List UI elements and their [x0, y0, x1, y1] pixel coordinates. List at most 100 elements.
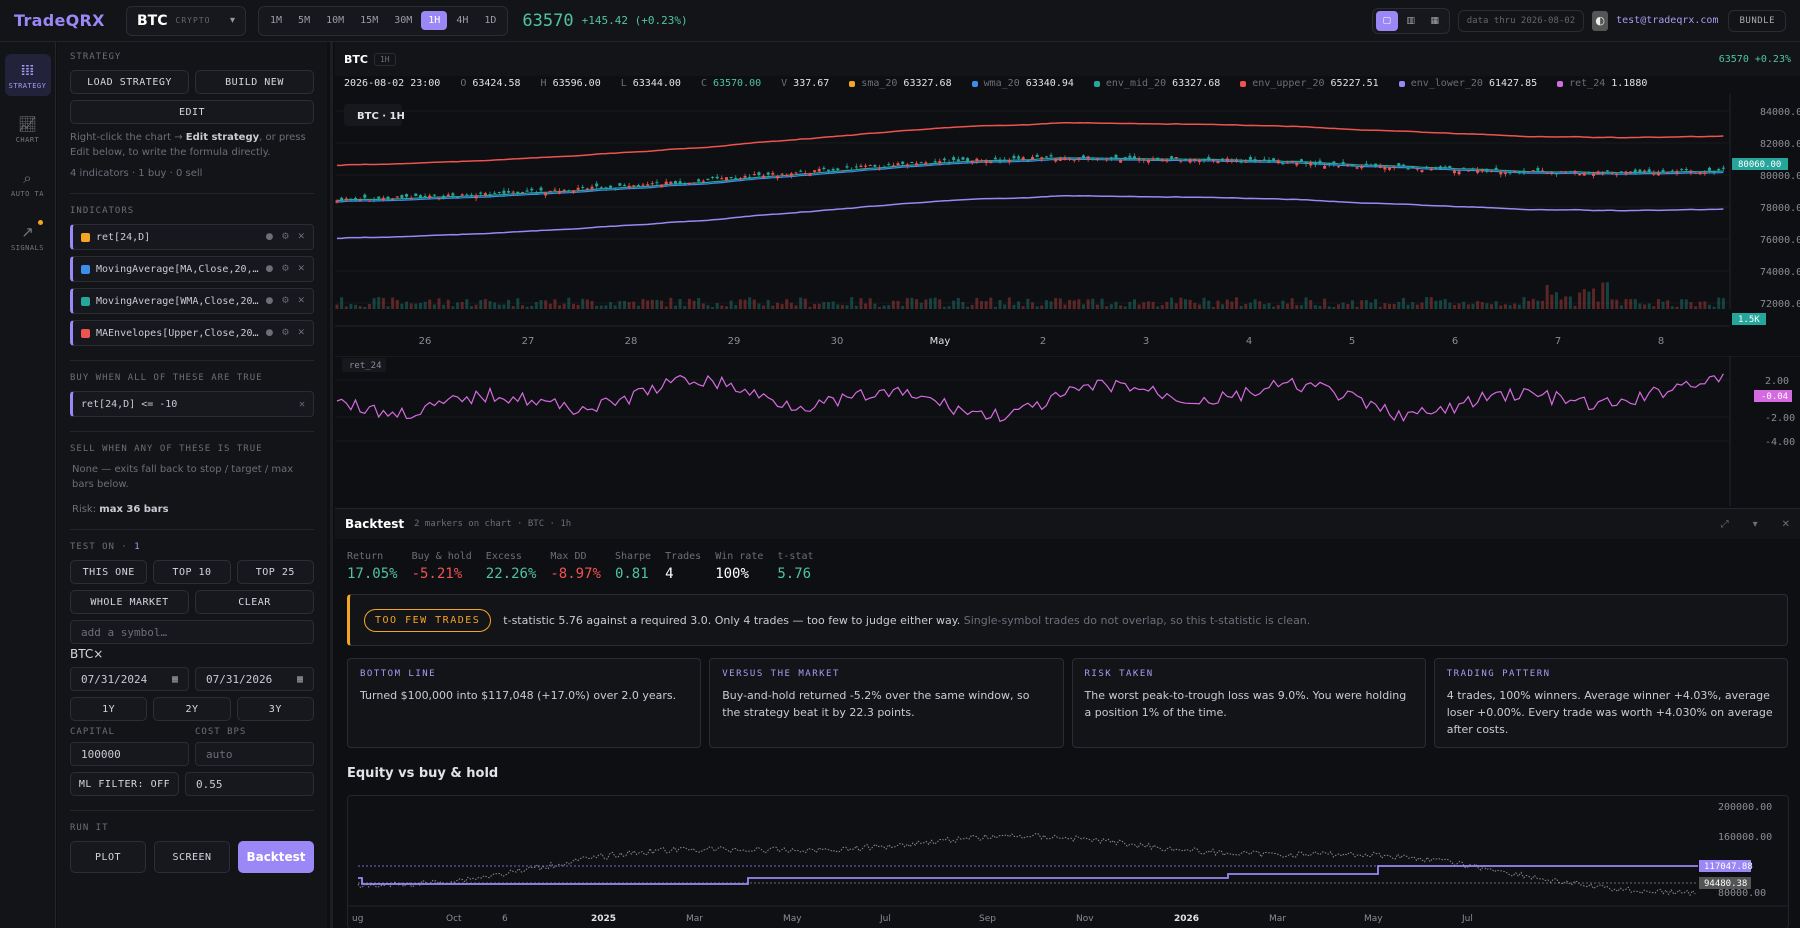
rail-label: CHART: [15, 135, 40, 144]
calendar-icon[interactable]: ▦: [296, 673, 303, 685]
volume-bar: [989, 297, 993, 309]
calendar-icon[interactable]: ▦: [171, 673, 178, 685]
clear-button[interactable]: CLEAR: [195, 590, 314, 614]
load-strategy-button[interactable]: LOAD STRATEGY: [70, 70, 189, 94]
user-email[interactable]: test@tradeqrx.com: [1616, 15, 1719, 26]
indicator-item[interactable]: MAEnvelopes[Upper,Close,20,… ● ⚙ ✕: [70, 320, 314, 346]
visibility-icon[interactable]: ●: [265, 232, 274, 242]
indicator-item[interactable]: ret[24,D] ● ⚙ ✕: [70, 224, 314, 250]
rail-item-chart[interactable]: 📈︎ CHART: [5, 108, 51, 150]
visibility-icon[interactable]: ●: [265, 296, 274, 306]
close-icon[interactable]: ✕: [1781, 518, 1790, 530]
rail-label: STRATEGY: [8, 81, 47, 90]
range-3y-button[interactable]: 3Y: [236, 697, 314, 721]
volume-bar: [609, 302, 613, 309]
indicator-swatch: [81, 296, 90, 306]
volume-bar: [585, 299, 589, 309]
theme-toggle-icon[interactable]: ◐: [1592, 10, 1609, 31]
build-new-button[interactable]: BUILD NEW: [195, 70, 314, 94]
ml-threshold-input[interactable]: 0.55: [185, 772, 314, 796]
candle-body: [530, 188, 534, 191]
symbol-selector[interactable]: BTC CRYPTO ▾: [126, 5, 246, 36]
candle-body: [998, 159, 1002, 162]
app-logo[interactable]: TradeQRX: [14, 11, 105, 30]
timeframe-5m[interactable]: 5M: [298, 15, 311, 26]
indicator-item[interactable]: MovingAverage[WMA,Close,20,… ● ⚙ ✕: [70, 288, 314, 314]
settings-icon[interactable]: ⚙: [281, 264, 290, 274]
candle-body: [1063, 157, 1067, 161]
expand-icon[interactable]: ⤢: [1720, 518, 1729, 530]
capital-input[interactable]: 100000: [70, 742, 189, 766]
equity-chart[interactable]: 200000.00 160000.00 80000.00 117047.88 94480…: [347, 795, 1789, 928]
volume-bar: [664, 306, 668, 309]
volume-bar: [952, 300, 956, 309]
whole-market-button[interactable]: WHOLE MARKET: [70, 590, 189, 614]
indicator-item[interactable]: MovingAverage[MA,Close,20,0… ● ⚙ ✕: [70, 256, 314, 282]
rail-item-auto-ta[interactable]: ⌕ AUTO TA: [5, 162, 51, 204]
bundle-button[interactable]: BUNDLE: [1728, 9, 1786, 32]
layout-split-icon[interactable]: ▥: [1406, 15, 1415, 26]
candle-body: [826, 169, 830, 171]
universe-top-25-button[interactable]: TOP 25: [236, 560, 314, 584]
close-icon[interactable]: ✕: [298, 398, 305, 410]
timeframe-1m[interactable]: 1M: [270, 15, 283, 26]
edit-button[interactable]: EDIT: [70, 100, 314, 124]
candle-body: [1026, 159, 1030, 161]
volume-bar: [1091, 298, 1095, 309]
ml-filter-toggle[interactable]: ML FILTER: OFF: [70, 772, 179, 796]
universe-top-10-button[interactable]: TOP 10: [153, 560, 231, 584]
candle-body: [1137, 158, 1141, 161]
volume-bar: [590, 301, 594, 309]
volume-bar: [1235, 297, 1239, 309]
candle-body: [1452, 170, 1456, 174]
candle-body: [1513, 170, 1517, 172]
remove-icon[interactable]: ✕: [297, 264, 305, 274]
legend-value: 63327.68: [1172, 78, 1221, 89]
range-1y-button[interactable]: 1Y: [70, 697, 148, 721]
settings-icon[interactable]: ⚙: [281, 328, 290, 338]
screen-button[interactable]: SCREEN: [154, 841, 230, 873]
remove-icon[interactable]: ✕: [297, 296, 305, 306]
remove-icon[interactable]: ✕: [297, 328, 305, 338]
candle-body: [1578, 173, 1582, 176]
timeframe-10m[interactable]: 10M: [326, 15, 345, 26]
timeframe-1h[interactable]: 1H: [421, 11, 448, 30]
candle-body: [1517, 171, 1521, 174]
ret-24-chart[interactable]: ret_24 2.00 -2.00 -4.00 -0.04: [335, 356, 1800, 506]
settings-icon[interactable]: ⚙: [281, 296, 290, 306]
volume-bar: [868, 298, 872, 309]
rail-item-signals[interactable]: ↗ SIGNALS: [5, 216, 51, 258]
timeframe-15m[interactable]: 15M: [360, 15, 379, 26]
end-date-field[interactable]: 07/31/2026 ▦: [195, 667, 314, 691]
plot-button[interactable]: PLOT: [70, 841, 146, 873]
volume-bar: [622, 300, 626, 309]
selected-symbol-chip[interactable]: BTC×: [70, 647, 104, 661]
range-2y-button[interactable]: 2Y: [153, 697, 231, 721]
buy-condition[interactable]: ret[24,D] <= -10 ✕: [70, 391, 314, 417]
warning-text: t-statistic 5.76 against a required 3.0.…: [503, 614, 1310, 627]
settings-icon[interactable]: ⚙: [281, 232, 290, 242]
remove-icon[interactable]: ✕: [297, 232, 305, 242]
layout-grid-icon[interactable]: ▦: [1430, 15, 1439, 26]
visibility-icon[interactable]: ●: [265, 328, 274, 338]
layout-single-icon[interactable]: ▢: [1375, 10, 1398, 31]
backtest-button[interactable]: Backtest: [238, 841, 314, 873]
volume-bar: [1040, 305, 1044, 309]
add-symbol-input[interactable]: add a symbol…: [70, 620, 314, 644]
volume-bar: [1401, 297, 1405, 309]
x-tick-label: 28: [625, 336, 638, 347]
panel-resize-handle[interactable]: [330, 42, 333, 928]
universe-this-one-button[interactable]: THIS ONE: [70, 560, 148, 584]
collapse-icon[interactable]: ▾: [1752, 518, 1758, 530]
visibility-icon[interactable]: ●: [265, 264, 274, 274]
volume-bar: [1346, 303, 1350, 309]
timeframe-4h[interactable]: 4H: [456, 15, 469, 26]
timeframe-1d[interactable]: 1D: [484, 15, 497, 26]
timeframe-30m[interactable]: 30M: [394, 15, 413, 26]
candle-body: [632, 185, 636, 187]
rail-item-strategy[interactable]: 𝍖 STRATEGY: [4, 54, 51, 96]
cost-bps-input[interactable]: auto: [195, 742, 314, 766]
start-date-field[interactable]: 07/31/2024 ▦: [70, 667, 189, 691]
price-chart[interactable]: BTC · 1H 84000.00 82000.00 80000.00 78000.00…: [335, 94, 1800, 352]
volume-bar: [465, 299, 469, 309]
